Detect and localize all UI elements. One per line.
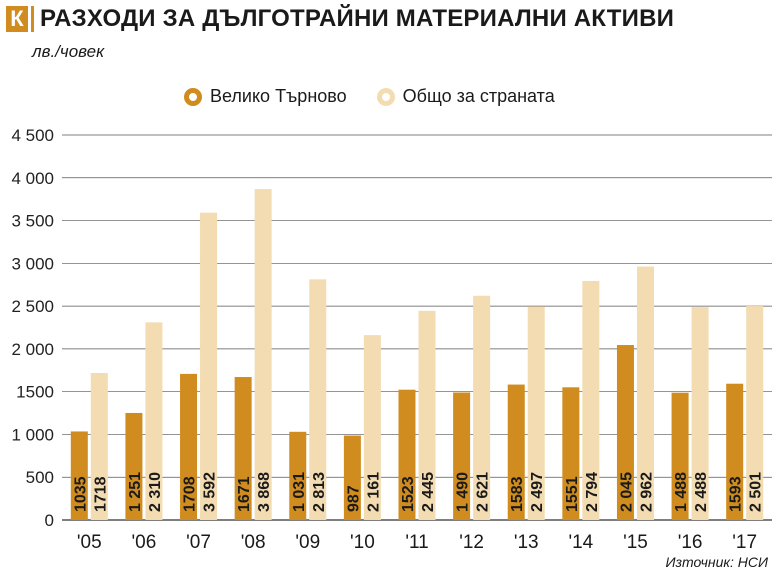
y-tick-label: 500 [26, 468, 54, 487]
data-label: 987 [345, 485, 362, 512]
data-label: 1593 [728, 476, 745, 512]
data-label: 2 445 [420, 472, 437, 512]
x-tick-label: '16 [678, 532, 703, 553]
y-tick-label: 1 000 [11, 425, 54, 444]
data-label: 3 592 [202, 472, 219, 512]
y-tick-label: 0 [45, 511, 54, 530]
chart-header: К РАЗХОДИ ЗА ДЪЛГОТРАЙНИ МАТЕРИАЛНИ АКТИ… [6, 4, 674, 34]
x-tick-label: '15 [623, 532, 648, 553]
y-tick-label: 2 500 [11, 297, 54, 316]
bar-series2 [254, 189, 272, 520]
bar-series2 [309, 279, 327, 520]
bar-series2 [418, 310, 436, 520]
bar-series1 [398, 389, 416, 520]
bar-series2 [746, 306, 764, 520]
data-label: 1551 [564, 476, 581, 512]
legend-swatch-series1 [184, 87, 202, 106]
bar-series2 [90, 373, 108, 520]
data-label: 1 031 [291, 472, 308, 512]
logo-divider [31, 6, 34, 32]
x-tick-label: '14 [568, 532, 593, 553]
bar-series1 [726, 383, 744, 520]
x-tick-label: '09 [295, 532, 320, 553]
bar-series2 [200, 212, 218, 520]
legend-item-series1: Велико Търново [184, 86, 347, 107]
data-label: 2 045 [618, 472, 635, 512]
bar-series1 [180, 373, 198, 520]
legend-label-series2: Общо за страната [402, 86, 555, 106]
x-tick-label: '17 [732, 532, 757, 553]
y-tick-label: 3 000 [11, 254, 54, 273]
chart-legend: Велико Търново Общо за страната [184, 86, 585, 107]
x-tick-label: '12 [459, 532, 484, 553]
source-note: Източник: НСИ [665, 554, 768, 570]
data-label: 2 962 [638, 472, 655, 512]
bar-series1 [671, 392, 689, 520]
data-label: 1671 [236, 476, 253, 512]
bar-series1 [125, 412, 143, 520]
bar-series1 [507, 384, 525, 520]
data-label: 2 310 [147, 472, 164, 512]
x-tick-label: '05 [77, 532, 102, 553]
bar-series2 [636, 266, 654, 520]
data-label: 2 161 [365, 472, 382, 512]
x-tick-label: '08 [241, 532, 266, 553]
legend-label-series1: Велико Търново [210, 86, 347, 106]
data-label: 2 501 [748, 472, 765, 512]
x-tick-label: '06 [132, 532, 157, 553]
bar-series2 [691, 307, 709, 520]
y-tick-label: 4 000 [11, 169, 54, 188]
x-tick-label: '07 [186, 532, 211, 553]
data-label: 2 813 [311, 472, 328, 512]
unit-label: лв./човек [32, 42, 105, 61]
bar-series1 [289, 431, 307, 520]
data-label: 1583 [509, 476, 526, 512]
bar-series1 [616, 345, 634, 520]
data-label: 2 488 [693, 472, 710, 512]
data-label: 1718 [92, 476, 109, 512]
x-tick-label: '13 [514, 532, 539, 553]
y-tick-label: 3 500 [11, 212, 54, 231]
y-tick-label: 2 000 [11, 340, 54, 359]
data-label: 1708 [182, 476, 199, 512]
data-label: 1035 [72, 476, 89, 512]
bar-series2 [527, 306, 545, 520]
bar-series2 [473, 295, 491, 520]
bar-series1 [343, 435, 361, 520]
bar-series1 [453, 392, 471, 520]
data-label: 2 621 [475, 472, 492, 512]
data-label: 1 488 [673, 472, 690, 512]
data-label: 3 868 [256, 472, 273, 512]
legend-item-series2: Общо за страната [376, 86, 555, 107]
bar-series1 [562, 387, 580, 520]
data-label: 1523 [400, 476, 417, 512]
x-tick-label: '10 [350, 532, 375, 553]
bar-series1 [70, 431, 88, 520]
data-label: 1 251 [127, 472, 144, 512]
bar-series2 [145, 322, 163, 520]
bar-series1 [234, 377, 252, 520]
legend-swatch-series2 [376, 87, 395, 106]
bar-series2 [363, 335, 381, 520]
bar-series2 [582, 280, 600, 520]
data-label: 1 490 [455, 472, 472, 512]
y-tick-label: 4 500 [11, 126, 54, 145]
chart-title: РАЗХОДИ ЗА ДЪЛГОТРАЙНИ МАТЕРИАЛНИ АКТИВИ [40, 5, 675, 32]
data-label: 2 794 [584, 472, 601, 512]
publisher-logo: К [6, 6, 28, 32]
y-tick-label: 1500 [16, 383, 54, 402]
data-label: 2 497 [529, 472, 546, 512]
x-tick-label: '11 [405, 532, 428, 553]
